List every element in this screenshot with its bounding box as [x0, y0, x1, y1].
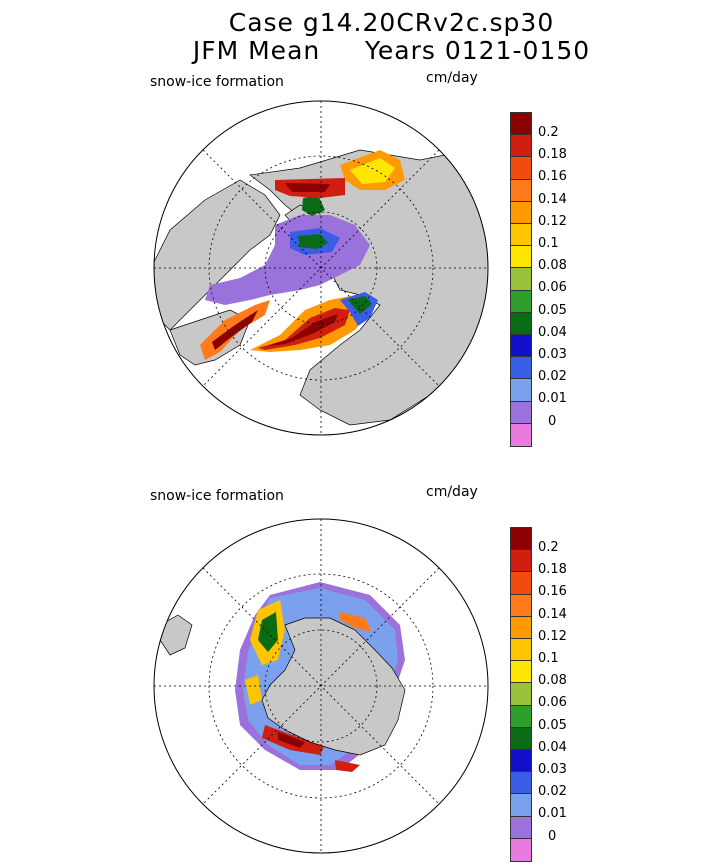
colorbar-tick-label: 0.04: [538, 739, 567, 755]
colorbar-swatch: [510, 289, 532, 315]
colorbar-tick-label: 0: [548, 828, 557, 844]
north-polar-map: [154, 101, 488, 435]
colorbar-tick-label: 0: [548, 413, 557, 429]
colorbar-swatch: [510, 245, 532, 270]
colorbar-tick-label: 0.04: [538, 324, 567, 340]
colorbar-swatch: [510, 178, 532, 204]
colorbar-swatch: [510, 223, 532, 248]
colorbar-tick-label: 0.18: [538, 562, 567, 578]
panel1-label: snow-ice formation: [150, 74, 284, 90]
colorbar-swatch: [510, 200, 532, 226]
colorbar-tick-label: 0.05: [538, 302, 567, 318]
colorbar-tick-label: 0.1: [538, 236, 559, 251]
colorbar-tick-label: 0.01: [538, 391, 567, 407]
colorbar-swatch: [510, 549, 532, 574]
colorbar-swatch: [510, 837, 532, 863]
colorbar-swatch: [510, 571, 532, 597]
colorbar-tick-label: 0.14: [538, 606, 567, 622]
colorbar-swatch: [510, 704, 532, 730]
colorbar-tick-label: 0.01: [538, 806, 567, 822]
colorbar-swatch: [510, 311, 532, 337]
chart-title-line1: Case g14.20CRv2c.sp30: [228, 8, 555, 37]
colorbar-tick-label: 0.12: [538, 628, 567, 644]
colorbar-tick-label: 0.16: [538, 584, 567, 600]
colorbar-swatch: [510, 134, 532, 159]
colorbar-tick-label: 0.03: [538, 347, 567, 362]
colorbar-swatch: [510, 593, 532, 619]
colorbar-swatch: [510, 378, 532, 404]
colorbar-swatch: [510, 726, 532, 752]
colorbar-swatch: [510, 156, 532, 182]
colorbar-tick-label: 0.18: [538, 147, 567, 163]
colorbar-tick-label: 0.1: [538, 651, 559, 666]
colorbar-swatch: [510, 749, 532, 774]
colorbar-tick-label: 0.02: [538, 369, 567, 385]
colorbar-tick-label: 0.12: [538, 213, 567, 229]
colorbar-swatch: [510, 400, 532, 426]
colorbar-tick-label: 0.06: [538, 280, 567, 296]
colorbar-swatch: [510, 334, 532, 359]
colorbar-swatch: [510, 422, 532, 448]
colorbar-tick-label: 0.14: [538, 191, 567, 207]
colorbar-tick-label: 0.08: [538, 673, 567, 689]
panel1-units: cm/day: [426, 70, 478, 86]
colorbar-swatch: [510, 793, 532, 819]
colorbar-tick-label: 0.03: [538, 762, 567, 777]
colorbar-swatch: [510, 815, 532, 841]
panel2-label: snow-ice formation: [150, 488, 284, 504]
colorbar-swatch: [510, 267, 532, 293]
colorbar-swatch: [510, 771, 532, 796]
colorbar-swatch: [510, 615, 532, 641]
colorbar-tick-label: 0.2: [538, 125, 559, 140]
colorbar-tick-label: 0.2: [538, 540, 559, 555]
colorbar-swatch: [510, 638, 532, 663]
colorbar-swatch: [510, 660, 532, 685]
colorbar-swatch: [510, 682, 532, 708]
colorbar-tick-label: 0.05: [538, 717, 567, 733]
colorbar-swatch: [510, 112, 532, 137]
colorbar-tick-label: 0.08: [538, 258, 567, 274]
panel2-units: cm/day: [426, 484, 478, 500]
chart-title-line2: JFM Mean Years 0121-0150: [192, 36, 591, 65]
colorbar-swatch: [510, 356, 532, 381]
colorbar-tick-label: 0.02: [538, 784, 567, 800]
south-land-antarctica: [261, 617, 406, 756]
south-polar-map: [154, 519, 488, 853]
colorbar-tick-label: 0.16: [538, 169, 567, 185]
colorbar-swatch: [510, 527, 532, 552]
colorbar-tick-label: 0.06: [538, 695, 567, 711]
